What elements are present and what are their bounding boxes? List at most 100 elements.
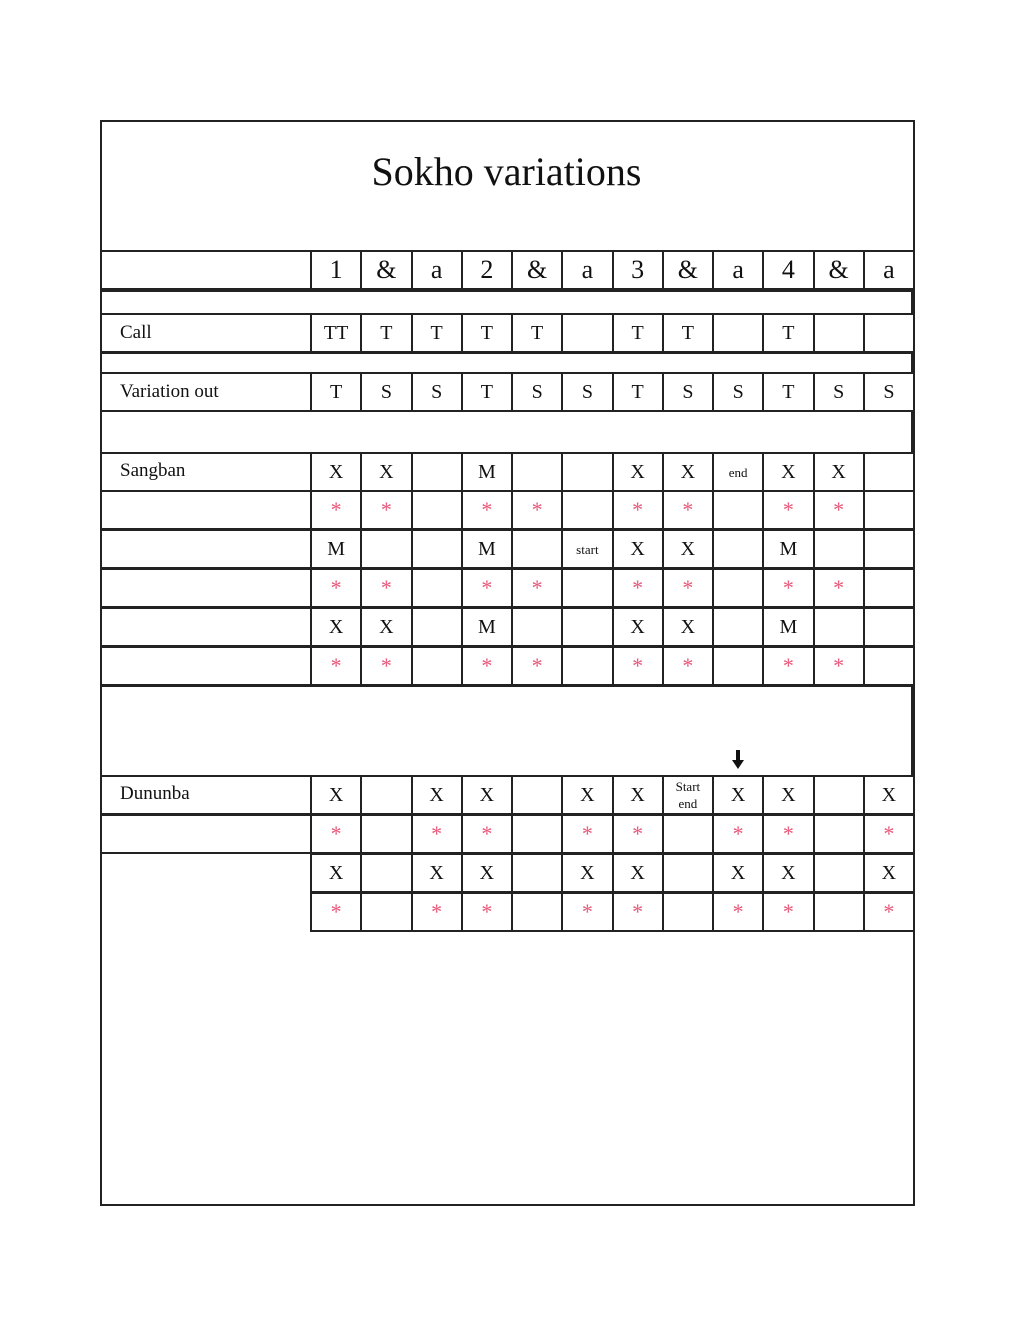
asterisk-icon: *: [481, 899, 493, 924]
cell-text: Start end: [675, 779, 701, 811]
stroke-cell: T: [360, 313, 413, 353]
stroke-cell: [862, 490, 915, 530]
stroke-cell: [410, 529, 463, 569]
stroke-cell: [812, 892, 865, 932]
stroke-cell: [360, 775, 413, 815]
stroke-cell: X: [611, 452, 664, 492]
stroke-cell: [812, 853, 865, 893]
stroke-cell: X: [360, 607, 413, 647]
stroke-cell: [561, 568, 614, 608]
stroke-cell: X: [360, 452, 413, 492]
asterisk-mark: *: [762, 568, 815, 608]
asterisk-mark: *: [360, 490, 413, 530]
beat-header: a: [410, 250, 463, 290]
stroke-cell: X: [310, 607, 363, 647]
asterisk-icon: *: [481, 821, 493, 846]
stroke-cell: [812, 814, 865, 854]
asterisk-icon: *: [682, 575, 694, 600]
asterisk-mark: *: [410, 892, 463, 932]
stroke-cell: [862, 607, 915, 647]
stroke-cell: [360, 529, 413, 569]
stroke-cell: S: [812, 372, 865, 412]
stroke-cell: X: [712, 775, 765, 815]
spacer-row: [100, 352, 913, 374]
stroke-cell: [561, 313, 614, 353]
stroke-cell: S: [561, 372, 614, 412]
stroke-cell: [561, 646, 614, 686]
stroke-cell: [712, 490, 765, 530]
stroke-cell: M: [460, 607, 513, 647]
stroke-cell: X: [762, 853, 815, 893]
row-label: Call: [100, 313, 312, 353]
stroke-cell: [360, 892, 413, 932]
asterisk-mark: *: [360, 568, 413, 608]
stroke-cell: X: [561, 775, 614, 815]
asterisk-mark: *: [862, 892, 915, 932]
beat-header: &: [661, 250, 714, 290]
stroke-cell: X: [310, 853, 363, 893]
stroke-cell: S: [862, 372, 915, 412]
asterisk-icon: *: [431, 899, 443, 924]
asterisk-mark: *: [460, 814, 513, 854]
stroke-cell: [812, 607, 865, 647]
asterisk-icon: *: [481, 497, 493, 522]
asterisk-mark: *: [410, 814, 463, 854]
asterisk-icon: *: [682, 653, 694, 678]
asterisk-mark: *: [360, 646, 413, 686]
asterisk-icon: *: [380, 497, 392, 522]
asterisk-mark: *: [762, 892, 815, 932]
asterisk-mark: *: [511, 490, 564, 530]
stroke-cell: X: [862, 853, 915, 893]
spacer-row: [100, 290, 913, 315]
stroke-cell: S: [511, 372, 564, 412]
stroke-cell: [511, 814, 564, 854]
stroke-cell: X: [611, 607, 664, 647]
asterisk-mark: *: [310, 568, 363, 608]
asterisk-icon: *: [782, 899, 794, 924]
asterisk-mark: *: [812, 490, 865, 530]
beat-header: a: [712, 250, 765, 290]
asterisk-icon: *: [380, 653, 392, 678]
stroke-cell: X: [611, 529, 664, 569]
stroke-cell: T: [611, 313, 664, 353]
stroke-cell: M: [310, 529, 363, 569]
page-title: Sokho variations: [371, 149, 642, 194]
stroke-cell: X: [661, 607, 714, 647]
row-label: [100, 490, 312, 530]
asterisk-mark: *: [460, 568, 513, 608]
stroke-cell: end: [712, 452, 765, 492]
stroke-cell: [812, 775, 865, 815]
stroke-cell: X: [762, 452, 815, 492]
asterisk-icon: *: [330, 821, 342, 846]
beat-header: a: [561, 250, 614, 290]
asterisk-icon: *: [481, 653, 493, 678]
stroke-cell: [511, 607, 564, 647]
asterisk-icon: *: [531, 497, 543, 522]
beat-header: 2: [460, 250, 513, 290]
stroke-cell: X: [410, 853, 463, 893]
stroke-cell: T: [410, 313, 463, 353]
asterisk-mark: *: [561, 892, 614, 932]
stroke-cell: X: [460, 775, 513, 815]
beat-header: &: [511, 250, 564, 290]
stroke-cell: T: [310, 372, 363, 412]
stroke-cell: [661, 853, 714, 893]
asterisk-icon: *: [833, 575, 845, 600]
stroke-cell: [712, 646, 765, 686]
stroke-cell: [862, 313, 915, 353]
asterisk-icon: *: [632, 497, 644, 522]
stroke-cell: X: [812, 452, 865, 492]
stroke-cell: S: [410, 372, 463, 412]
stroke-cell: [360, 853, 413, 893]
asterisk-mark: *: [661, 646, 714, 686]
stroke-cell: [862, 646, 915, 686]
asterisk-icon: *: [782, 653, 794, 678]
asterisk-mark: *: [661, 490, 714, 530]
asterisk-mark: *: [762, 490, 815, 530]
asterisk-mark: *: [460, 892, 513, 932]
stroke-cell: S: [712, 372, 765, 412]
stroke-cell: T: [460, 372, 513, 412]
asterisk-icon: *: [330, 497, 342, 522]
asterisk-mark: *: [712, 814, 765, 854]
row-label: [100, 568, 312, 608]
